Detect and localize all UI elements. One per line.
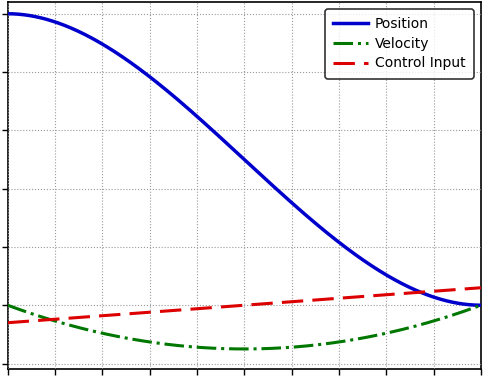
Velocity — [5, 303, 11, 308]
Position — [5, 11, 11, 16]
Control Input — [5, 320, 11, 325]
Line: Position: Position — [8, 14, 481, 305]
Control Input — [213, 305, 219, 310]
Velocity — [213, 346, 219, 351]
Control Input — [196, 307, 202, 311]
Velocity — [374, 333, 380, 337]
Position — [478, 303, 483, 308]
Control Input — [330, 296, 336, 301]
Control Input — [478, 285, 483, 290]
Line: Velocity: Velocity — [8, 305, 481, 349]
Velocity — [383, 331, 389, 336]
Velocity — [53, 319, 59, 323]
Line: Control Input: Control Input — [8, 288, 481, 323]
Position — [330, 235, 336, 239]
Velocity — [478, 303, 483, 308]
Velocity — [196, 345, 202, 349]
Position — [53, 20, 59, 25]
Position — [196, 116, 202, 121]
Velocity — [242, 347, 247, 351]
Control Input — [383, 293, 388, 297]
Legend: Position, Velocity, Control Input: Position, Velocity, Control Input — [325, 9, 474, 79]
Control Input — [53, 317, 59, 322]
Position — [383, 272, 388, 277]
Position — [213, 131, 219, 136]
Control Input — [374, 293, 380, 298]
Velocity — [330, 340, 336, 345]
Position — [374, 267, 380, 271]
